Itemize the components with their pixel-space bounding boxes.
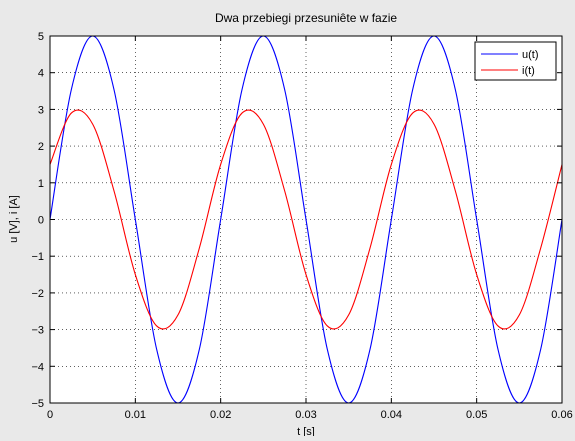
- y-tick-label: 2: [38, 141, 44, 153]
- y-tick-label: 1: [38, 178, 44, 190]
- x-tick-label: 0.05: [466, 409, 487, 421]
- legend-box: [475, 42, 556, 80]
- x-tick-label: 0.02: [210, 409, 231, 421]
- x-tick-label: 0.06: [551, 409, 572, 421]
- x-tick-label: 0.01: [125, 409, 146, 421]
- x-tick-labels: 0 0.01 0.02 0.03 0.04 0.05 0.06: [47, 409, 573, 421]
- legend-label-i: i(t): [522, 65, 535, 77]
- y-tick-label: −3: [31, 325, 44, 337]
- y-tick-label: 4: [38, 68, 44, 80]
- y-tick-labels: −5 −4 −3 −2 −1 0 1 2 3 4 5: [31, 31, 44, 410]
- y-tick-label: −1: [31, 251, 44, 263]
- legend-label-u: u(t): [522, 49, 539, 61]
- x-tick-label: 0.03: [295, 409, 316, 421]
- y-tick-label: −5: [31, 398, 44, 410]
- x-tick-label: 0: [47, 409, 53, 421]
- y-tick-label: 3: [38, 104, 44, 116]
- y-tick-label: 5: [38, 31, 44, 43]
- y-tick-label: −4: [31, 361, 44, 373]
- legend: u(t) i(t): [475, 42, 556, 80]
- chart-title: Dwa przebiegi przesuniête w fazie: [215, 11, 397, 25]
- y-axis-label: u [V], i [A]: [8, 195, 20, 243]
- y-tick-label: 0: [38, 215, 44, 227]
- x-axis-label: t [s]: [297, 426, 315, 436]
- y-tick-label: −2: [31, 288, 44, 300]
- x-tick-label: 0.04: [381, 409, 402, 421]
